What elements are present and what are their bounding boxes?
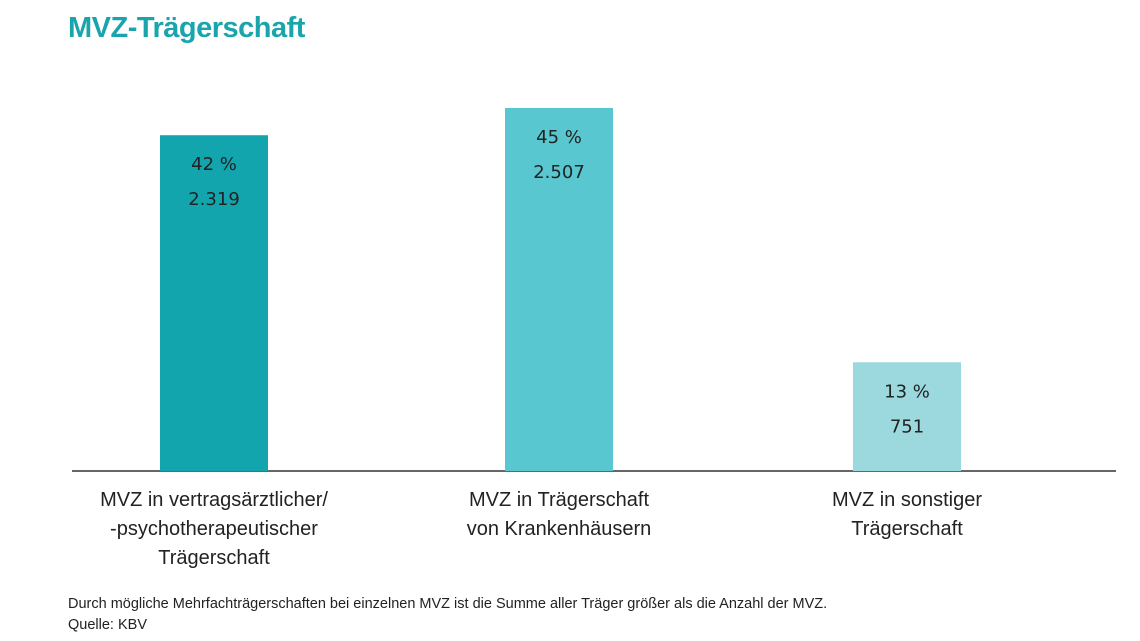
x-tick-label: MVZ in sonstiger Trägerschaft <box>831 489 983 540</box>
value-label: 751 <box>890 416 924 437</box>
chart-title: MVZ-Trägerschaft <box>68 12 305 44</box>
percentage-label: 45 % <box>536 127 582 148</box>
note: Durch mögliche Mehrfachträgerschaften be… <box>68 596 828 612</box>
bar <box>160 135 268 471</box>
bar <box>505 108 613 471</box>
value-label: 2.319 <box>188 189 240 210</box>
x-tick-label: MVZ in vertragsärztlicher/ -psychotherap… <box>100 489 328 569</box>
source: Quelle: KBV <box>68 617 147 633</box>
value-label: 2.507 <box>533 162 585 183</box>
x-tick-label: MVZ in Trägerschaft von Krankenhäusern <box>466 489 652 540</box>
bar <box>853 362 961 471</box>
percentage-label: 42 % <box>191 154 237 175</box>
percentage-label: 13 % <box>884 381 930 402</box>
